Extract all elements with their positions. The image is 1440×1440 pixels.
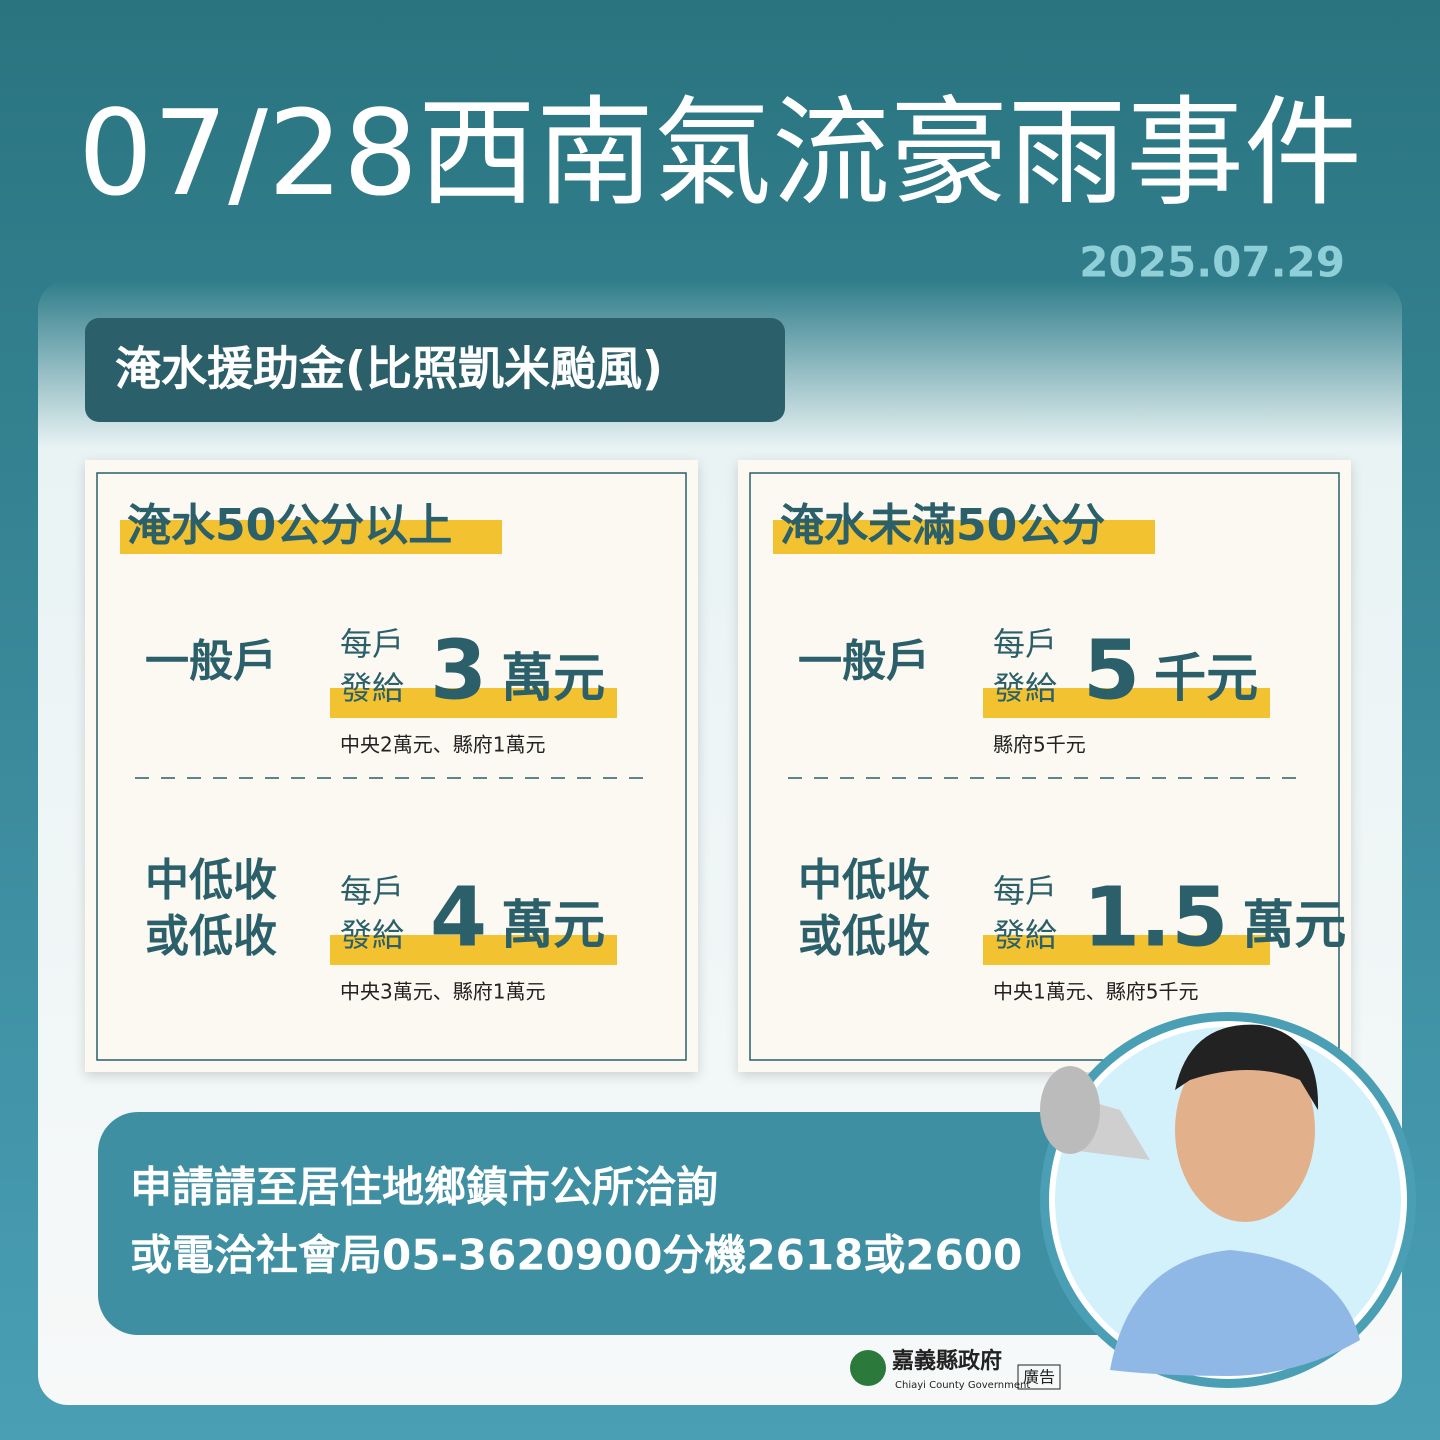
prefix: 每戶 (340, 625, 404, 663)
card-heading: 淹水未滿50公分 (780, 500, 1105, 551)
row-label: 或低收 (798, 911, 930, 962)
card-heading: 淹水50公分以上 (127, 500, 452, 551)
prefix: 發給 (340, 916, 404, 954)
tag: 廣告 (1023, 1368, 1055, 1387)
unit: 萬元 (1242, 896, 1346, 956)
row-label: 一般戶 (798, 636, 930, 687)
amount-highlight (983, 688, 1270, 718)
section-box (85, 318, 785, 422)
logo-name: 嘉義縣政府 (892, 1348, 1002, 1374)
unit: 萬元 (501, 896, 605, 956)
contact-line: 或電洽社會局05-3620900分機2618或2600 (130, 1231, 1022, 1280)
card (85, 460, 698, 1072)
row-label: 中低收 (145, 855, 277, 906)
row-label: 或低收 (145, 911, 277, 962)
amount: 3 (430, 623, 487, 718)
title: 07/28西南氣流豪雨事件 (78, 84, 1362, 222)
logo-english: Chiayi County Government (895, 1380, 1030, 1391)
note: 中央3萬元、縣府1萬元 (340, 980, 545, 1004)
amount-highlight (983, 935, 1270, 965)
unit: 千元 (1154, 649, 1258, 709)
prefix: 每戶 (993, 625, 1057, 663)
logo: 嘉義縣政府 Chiayi County Government 廣告 (850, 1348, 1061, 1391)
heading-highlight (120, 520, 502, 554)
prefix: 發給 (340, 669, 404, 707)
amount: 5 (1083, 623, 1140, 718)
note: 中央2萬元、縣府1萬元 (340, 733, 545, 757)
amount-highlight (330, 688, 617, 718)
prefix: 每戶 (993, 872, 1057, 910)
tag-box (1017, 1364, 1061, 1390)
amount-highlight (330, 935, 617, 965)
note: 縣府5千元 (993, 733, 1086, 757)
prefix: 發給 (993, 669, 1057, 707)
section-title: 淹水援助金(比照凱米颱風) (115, 342, 663, 396)
note: 中央1萬元、縣府5千元 (993, 980, 1198, 1004)
contact-line: 申請請至居住地鄉鎮市公所洽詢 (130, 1163, 718, 1212)
unit: 萬元 (501, 649, 605, 709)
photo (1040, 1012, 1416, 1388)
amount: 1.5 (1083, 870, 1228, 965)
row-label: 一般戶 (145, 636, 277, 687)
row-label: 中低收 (798, 855, 930, 906)
card (738, 460, 1351, 1072)
contact-box (98, 1112, 1160, 1335)
card-border (749, 472, 1340, 1061)
prefix: 每戶 (340, 872, 404, 910)
date: 2025.07.29 (1079, 238, 1345, 287)
card-border (96, 472, 687, 1061)
prefix: 發給 (993, 916, 1057, 954)
heading-highlight (773, 520, 1155, 554)
amount: 4 (430, 870, 487, 965)
